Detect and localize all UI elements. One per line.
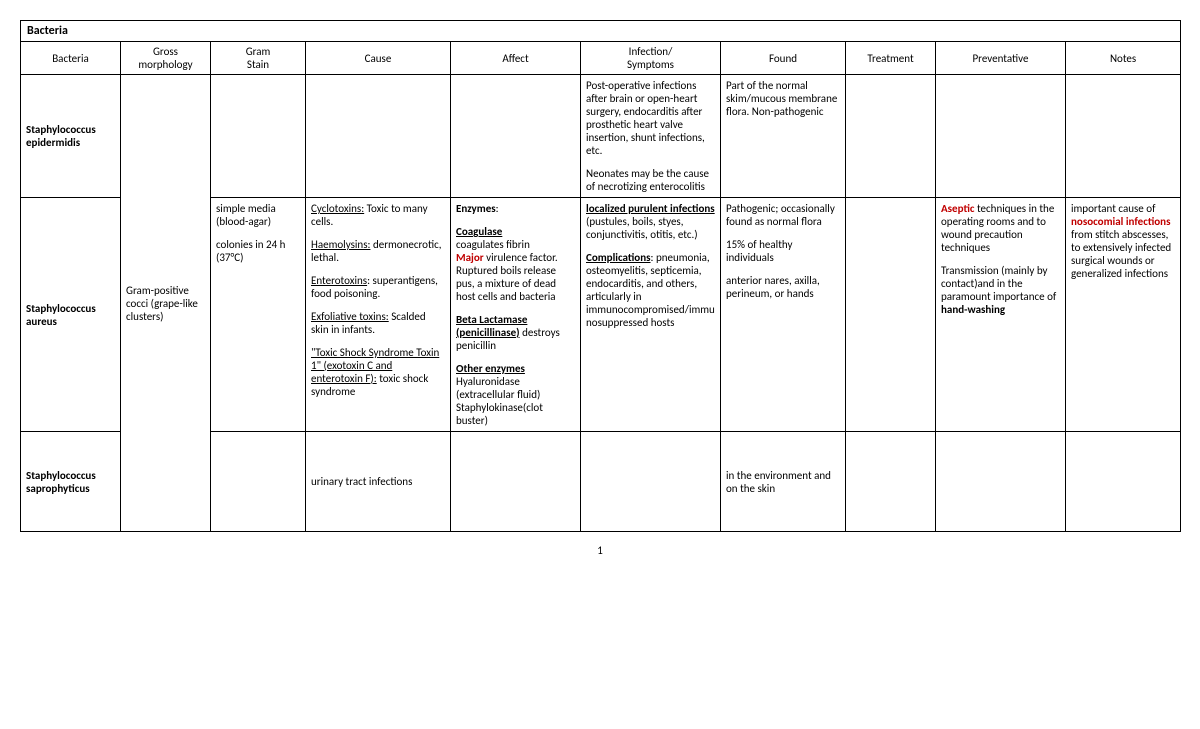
cause-cell — [306, 75, 451, 198]
bacteria-name: Staphylococcus saprophyticus — [21, 432, 121, 532]
column-header: Infection/Symptoms — [581, 42, 721, 75]
treatment-cell — [846, 432, 936, 532]
symptoms-cell: Post-operative infections after brain or… — [581, 75, 721, 198]
bacteria-table: Bacteria BacteriaGrossmorphologyGramStai… — [20, 20, 1181, 532]
column-header: Preventative — [936, 42, 1066, 75]
affect-cell — [451, 432, 581, 532]
column-header: Found — [721, 42, 846, 75]
affect-cell — [451, 75, 581, 198]
column-header: Bacteria — [21, 42, 121, 75]
symptoms-cell: localized purulent infections (pustules,… — [581, 198, 721, 432]
notes-cell — [1066, 432, 1181, 532]
found-cell: Part of the normal skim/mucous membrane … — [721, 75, 846, 198]
column-header: GramStain — [211, 42, 306, 75]
column-header: Grossmorphology — [121, 42, 211, 75]
cause-cell: Cyclotoxins: Toxic to many cells. Haemol… — [306, 198, 451, 432]
table-title: Bacteria — [21, 21, 1181, 42]
preventative-cell — [936, 432, 1066, 532]
preventative-cell: Aseptic techniques in the operating room… — [936, 198, 1066, 432]
table-row: Staphylococcus epidermidis Gram-positive… — [21, 75, 1181, 198]
column-header: Cause — [306, 42, 451, 75]
header-row: BacteriaGrossmorphologyGramStainCauseAff… — [21, 42, 1181, 75]
page-number: 1 — [20, 544, 1180, 557]
gram-stain-cell — [211, 75, 306, 198]
gross-morphology-cell: Gram-positive cocci (grape-like clusters… — [121, 75, 211, 532]
symptoms-cell — [581, 432, 721, 532]
found-cell: Pathogenic; occasionally found as normal… — [721, 198, 846, 432]
treatment-cell — [846, 75, 936, 198]
notes-cell: important cause of nosocomial infections… — [1066, 198, 1181, 432]
gram-stain-cell: simple media (blood-agar) colonies in 24… — [211, 198, 306, 432]
found-cell: in the environment and on the skin — [721, 432, 846, 532]
bacteria-name: Staphylococcus aureus — [21, 198, 121, 432]
treatment-cell — [846, 198, 936, 432]
preventative-cell — [936, 75, 1066, 198]
bacteria-name: Staphylococcus epidermidis — [21, 75, 121, 198]
column-header: Notes — [1066, 42, 1181, 75]
affect-cell: Enzymes: Coagulasecoagulates fibrinMajor… — [451, 198, 581, 432]
column-header: Affect — [451, 42, 581, 75]
gram-stain-cell — [211, 432, 306, 532]
column-header: Treatment — [846, 42, 936, 75]
notes-cell — [1066, 75, 1181, 198]
cause-cell: urinary tract infections — [306, 432, 451, 532]
